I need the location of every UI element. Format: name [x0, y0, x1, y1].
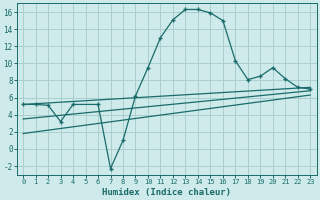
X-axis label: Humidex (Indice chaleur): Humidex (Indice chaleur) [102, 188, 231, 197]
